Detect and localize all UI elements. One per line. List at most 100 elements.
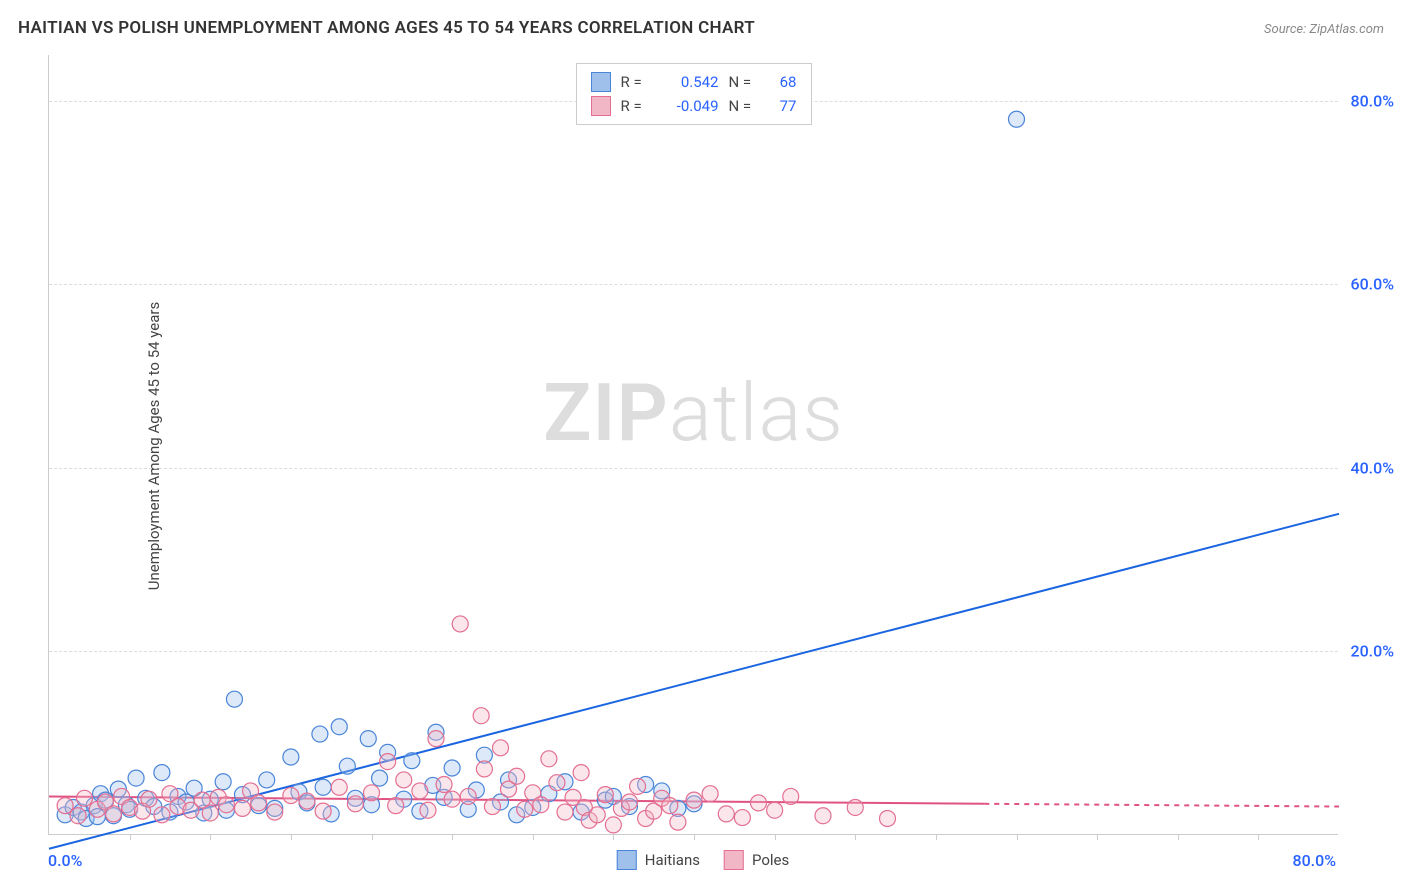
trend-line-dashed	[984, 804, 1339, 807]
data-point	[412, 783, 428, 799]
legend-r-value: -0.049	[659, 94, 719, 118]
data-point	[215, 774, 231, 790]
data-point	[380, 754, 396, 770]
data-point	[702, 786, 718, 802]
legend-r-value: 0.542	[659, 70, 719, 94]
data-point	[70, 808, 86, 824]
data-point	[202, 805, 218, 821]
data-point	[509, 768, 525, 784]
data-point	[630, 778, 646, 794]
x-tick-mark	[452, 834, 453, 840]
data-point	[452, 616, 468, 632]
data-point	[517, 801, 533, 817]
x-tick-mark	[775, 834, 776, 840]
data-point	[533, 797, 549, 813]
data-point	[428, 731, 444, 747]
legend-series-name: Poles	[752, 851, 789, 869]
x-tick-mark	[1258, 834, 1259, 840]
y-tick-label: 40.0%	[1350, 458, 1394, 477]
legend-swatch	[591, 72, 611, 92]
data-point	[259, 772, 275, 788]
data-point	[315, 779, 331, 795]
data-point	[484, 799, 500, 815]
x-tick-mark	[372, 834, 373, 840]
legend-row: R = 0.542 N = 68	[591, 70, 797, 94]
data-point	[476, 761, 492, 777]
legend-n-value: 77	[767, 94, 797, 118]
data-point	[235, 800, 251, 816]
x-axis-end-label: 80.0%	[1292, 851, 1336, 870]
legend-r-label: R =	[621, 94, 649, 118]
data-point	[1009, 111, 1025, 127]
data-point	[573, 765, 589, 781]
data-point	[331, 719, 347, 735]
data-point	[670, 814, 686, 830]
data-point	[106, 806, 122, 822]
data-point	[360, 731, 376, 747]
data-point	[299, 793, 315, 809]
legend-swatch	[617, 850, 637, 870]
data-point	[549, 775, 565, 791]
data-point	[557, 804, 573, 820]
x-tick-mark	[613, 834, 614, 840]
data-point	[460, 788, 476, 804]
x-tick-mark	[1017, 834, 1018, 840]
data-point	[372, 770, 388, 786]
data-point	[128, 770, 144, 786]
data-point	[493, 740, 509, 756]
data-point	[283, 788, 299, 804]
x-tick-mark	[1178, 834, 1179, 840]
x-axis-start-label: 0.0%	[48, 851, 82, 870]
legend-swatch	[724, 850, 744, 870]
data-point	[815, 808, 831, 824]
data-point	[734, 810, 750, 826]
legend-item: Poles	[724, 850, 789, 870]
x-tick-mark	[1097, 834, 1098, 840]
data-point	[218, 797, 234, 813]
data-point	[751, 795, 767, 811]
data-point	[597, 787, 613, 803]
x-tick-mark	[210, 834, 211, 840]
data-point	[267, 804, 283, 820]
data-point	[662, 798, 678, 814]
legend-r-label: R =	[621, 70, 649, 94]
legend-series-name: Haitians	[645, 851, 700, 869]
legend-swatch	[591, 96, 611, 116]
data-point	[396, 772, 412, 788]
data-point	[436, 777, 452, 793]
data-point	[541, 751, 557, 767]
data-point	[473, 708, 489, 724]
legend-row: R = -0.049 N = 77	[591, 94, 797, 118]
x-tick-mark	[291, 834, 292, 840]
x-tick-mark	[694, 834, 695, 840]
data-point	[347, 796, 363, 812]
chart-title: HAITIAN VS POLISH UNEMPLOYMENT AMONG AGE…	[18, 18, 755, 38]
data-point	[251, 795, 267, 811]
scatter-svg	[49, 55, 1338, 834]
data-point	[315, 803, 331, 819]
x-tick-mark	[130, 834, 131, 840]
data-point	[420, 802, 436, 818]
data-point	[154, 807, 170, 823]
correlation-legend: R = 0.542 N = 68 R = -0.049 N = 77	[576, 63, 812, 125]
x-tick-mark	[533, 834, 534, 840]
data-point	[718, 806, 734, 822]
data-point	[444, 791, 460, 807]
data-point	[76, 790, 92, 806]
data-point	[783, 788, 799, 804]
data-point	[312, 726, 328, 742]
legend-n-label: N =	[729, 94, 757, 118]
data-point	[622, 794, 638, 810]
data-point	[331, 779, 347, 795]
source-label: Source: ZipAtlas.com	[1264, 22, 1384, 37]
data-point	[154, 765, 170, 781]
legend-item: Haitians	[617, 850, 700, 870]
data-point	[226, 691, 242, 707]
x-tick-mark	[855, 834, 856, 840]
data-point	[589, 807, 605, 823]
legend-n-value: 68	[767, 70, 797, 94]
data-point	[767, 802, 783, 818]
y-tick-label: 80.0%	[1350, 91, 1394, 110]
legend-n-label: N =	[729, 70, 757, 94]
data-point	[283, 749, 299, 765]
